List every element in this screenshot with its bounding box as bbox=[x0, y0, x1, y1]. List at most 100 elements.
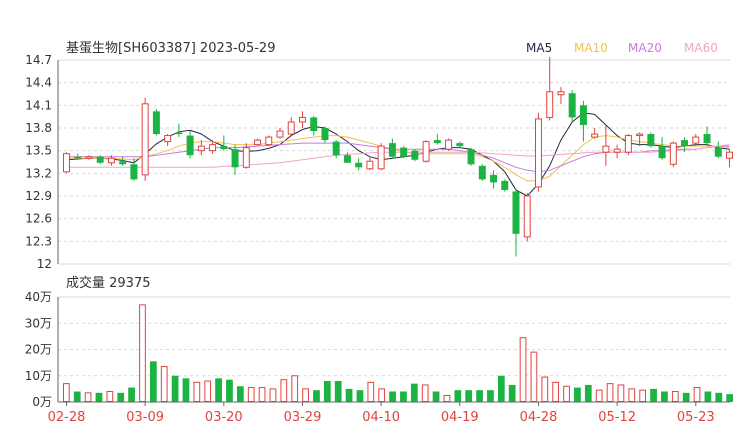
price-y-tick: 13.8 bbox=[25, 121, 52, 135]
candle-body bbox=[85, 156, 93, 159]
volume-bar bbox=[378, 388, 386, 402]
candle bbox=[478, 164, 486, 181]
chart-title: 基蛋生物[SH603387] 2023-05-29 bbox=[66, 41, 275, 56]
volume-bar bbox=[454, 390, 462, 402]
volume-y-tick: 10万 bbox=[25, 369, 52, 383]
volume-bar bbox=[584, 384, 592, 402]
volume-bar bbox=[617, 384, 625, 402]
candle bbox=[400, 146, 408, 159]
candle-body bbox=[186, 135, 194, 156]
candle-body bbox=[726, 151, 733, 159]
candle bbox=[490, 170, 498, 189]
volume-bar bbox=[95, 392, 103, 402]
ma-line-ma10 bbox=[66, 135, 730, 182]
volume-bar bbox=[639, 389, 647, 402]
candle-body bbox=[445, 139, 453, 150]
candle bbox=[388, 138, 396, 159]
volume-bar bbox=[693, 387, 701, 402]
candle-body bbox=[276, 130, 284, 138]
candle bbox=[636, 132, 644, 147]
volume-bar bbox=[106, 391, 114, 402]
volume-bar bbox=[443, 394, 451, 402]
candle bbox=[456, 141, 464, 148]
candle-body bbox=[467, 149, 475, 165]
candle-body bbox=[433, 140, 441, 144]
volume-bar bbox=[84, 392, 92, 402]
volume-bar bbox=[280, 379, 288, 402]
volume-bar bbox=[465, 390, 473, 402]
volume-bar bbox=[204, 380, 212, 402]
candle-body bbox=[456, 143, 464, 147]
price-y-tick: 12.6 bbox=[25, 212, 52, 226]
candle-body bbox=[647, 134, 655, 147]
candle-body bbox=[669, 142, 677, 165]
candle bbox=[332, 140, 340, 159]
candle bbox=[96, 155, 104, 165]
candle-body bbox=[107, 157, 115, 164]
price-y-axis: 14.7 14.4 14.1 13.8 13.5 13.2 12.9 12.6 12.3 12 bbox=[25, 53, 59, 271]
volume-bar bbox=[73, 391, 81, 402]
candle-body bbox=[624, 135, 632, 153]
candle bbox=[411, 149, 419, 162]
volume-bar bbox=[247, 387, 255, 402]
ma-line-ma5 bbox=[66, 112, 730, 197]
candle bbox=[209, 140, 217, 154]
candle bbox=[602, 124, 610, 166]
candle bbox=[74, 153, 82, 160]
x-tick-label: 05-23 bbox=[677, 410, 715, 425]
candle bbox=[714, 141, 722, 159]
candle bbox=[152, 109, 160, 136]
volume-bar bbox=[606, 383, 614, 402]
moving-average-lines bbox=[66, 112, 730, 197]
candle bbox=[130, 158, 138, 181]
x-tick-label: 03-29 bbox=[284, 410, 322, 425]
candle bbox=[703, 126, 711, 147]
price-y-tick: 14.7 bbox=[25, 53, 52, 67]
volume-bar bbox=[552, 381, 560, 402]
volume-bar bbox=[726, 394, 734, 402]
candle-body bbox=[96, 156, 104, 163]
candle bbox=[579, 100, 587, 142]
volume-bar bbox=[302, 388, 309, 402]
candle-body bbox=[546, 91, 554, 118]
legend-ma60: MA60 bbox=[684, 41, 718, 55]
candle-body bbox=[579, 105, 587, 125]
volume-bars bbox=[62, 304, 734, 402]
candle-body bbox=[422, 141, 430, 162]
volume-bar bbox=[334, 381, 342, 402]
candle bbox=[422, 140, 430, 163]
candle-body bbox=[63, 153, 70, 173]
candle-body bbox=[164, 135, 172, 143]
volume-bar bbox=[356, 390, 364, 402]
candle-body bbox=[209, 144, 217, 152]
candle bbox=[669, 141, 677, 168]
candle-body bbox=[377, 145, 385, 170]
volume-bar bbox=[193, 381, 201, 402]
volume-y-axis: 40万 30万 20万 10万 0万 bbox=[25, 290, 59, 409]
candle-body bbox=[411, 150, 419, 160]
candle bbox=[433, 134, 441, 145]
candle-body bbox=[254, 139, 262, 146]
chart-legend: MA5 MA10 MA20 MA60 bbox=[526, 41, 718, 55]
volume-bar bbox=[563, 385, 570, 402]
volume-bar bbox=[215, 378, 222, 402]
candle bbox=[355, 158, 363, 171]
candle bbox=[254, 138, 262, 147]
candle bbox=[276, 128, 284, 139]
candle-body bbox=[310, 117, 318, 132]
candle bbox=[377, 143, 385, 171]
candle-body bbox=[355, 162, 363, 168]
volume-grid bbox=[58, 296, 730, 403]
candle bbox=[265, 135, 273, 147]
candle-body bbox=[130, 164, 138, 180]
candle-body bbox=[175, 132, 183, 135]
candle bbox=[343, 152, 351, 163]
date-x-axis: 02-28 03-09 03-20 03-29 04-10 04-19 04-28 05-12… bbox=[48, 401, 730, 425]
candle bbox=[321, 126, 329, 144]
price-y-tick: 12 bbox=[37, 257, 52, 271]
volume-bar bbox=[432, 391, 440, 402]
volume-bar bbox=[704, 391, 712, 402]
volume-bar bbox=[313, 390, 320, 402]
candle-body bbox=[534, 118, 542, 188]
candle bbox=[568, 90, 576, 122]
